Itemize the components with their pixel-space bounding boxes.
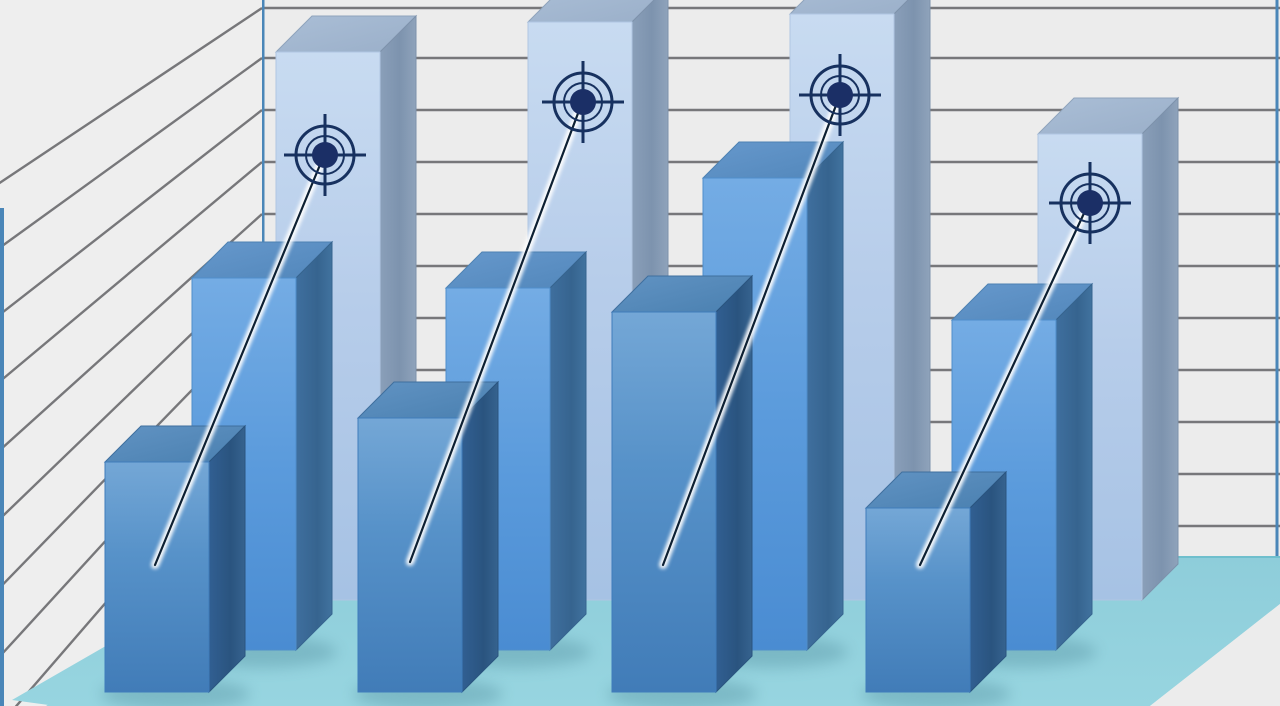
bar-group-3[interactable] (607, 0, 931, 706)
target-inner-ring (305, 135, 345, 175)
bar-group-2-mid-bar-side-face (549, 250, 587, 652)
target-outer-ring (294, 124, 356, 186)
bar-group-3-pointer-line (660, 97, 841, 568)
bar-group-2-dark-bar-side-face (461, 380, 499, 694)
bar-group-1-dark-bar[interactable] (100, 424, 250, 706)
target-outer-ring (809, 64, 871, 126)
bar-group-3-dark-bar-front-face (611, 311, 717, 693)
pointer-core (661, 98, 840, 567)
pointer-core (153, 158, 324, 567)
target-outer-ring (552, 71, 614, 133)
bar-group-3-dark-bar[interactable] (607, 274, 757, 706)
target-center-dot (312, 142, 338, 168)
bar-group-3-mid-bar-side-face (806, 140, 844, 652)
bar-group-4[interactable] (861, 96, 1180, 706)
bar-group-4-light-bar-side-face (1141, 96, 1179, 602)
target-center-dot (827, 82, 853, 108)
bar-group-1-dark-bar-side-face (208, 424, 246, 694)
bar-group-2[interactable] (353, 0, 669, 706)
bar-group-4-dark-bar-front-face (865, 507, 971, 693)
bar-group-4-dark-bar[interactable] (861, 470, 1011, 706)
bar-group-1-mid-bar-side-face (295, 240, 333, 652)
bar-group-3-target-crosshair-icon[interactable] (799, 54, 881, 136)
floor-front-right-wedge (1150, 604, 1280, 706)
target-inner-ring (563, 82, 603, 122)
bar-group-4-dark-bar-side-face (969, 470, 1007, 694)
target-outer-ring (1059, 172, 1121, 234)
bar-group-2-target-crosshair-icon[interactable] (542, 61, 624, 143)
pointer-core (918, 207, 1088, 567)
target-inner-ring (820, 75, 860, 115)
bar-group-1-pointer-line (152, 157, 325, 568)
bar-group-4-pointer-line (917, 206, 1089, 568)
bar-group-2-dark-bar[interactable] (353, 380, 503, 706)
bar-group-1-target-crosshair-icon[interactable] (284, 114, 366, 196)
bar-group-1-dark-bar-front-face (104, 461, 210, 693)
target-center-dot (1077, 190, 1103, 216)
target-center-dot (570, 89, 596, 115)
target-inner-ring (1070, 183, 1110, 223)
pointer-core (408, 106, 582, 564)
bar-group-4-mid-bar-side-face (1055, 282, 1093, 652)
bar-group-2-pointer-line (407, 105, 583, 565)
bar-group-4-target-crosshair-icon[interactable] (1049, 162, 1131, 244)
